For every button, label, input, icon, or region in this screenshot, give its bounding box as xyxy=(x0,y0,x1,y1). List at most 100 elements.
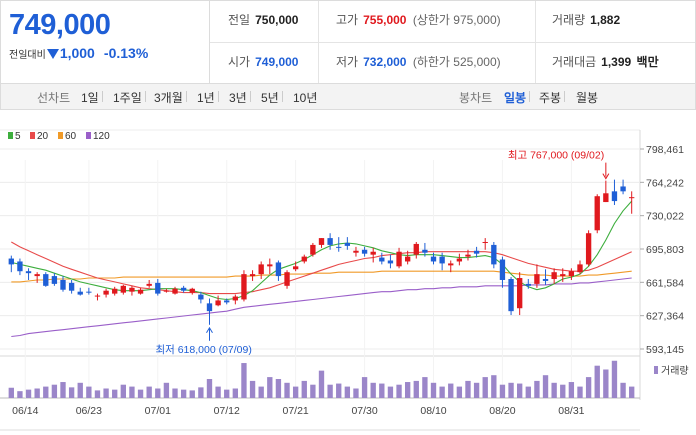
candle-body xyxy=(422,249,428,253)
stock-chart: 5 20 60 120 798,461 764,242 730,022 695,803 661… xyxy=(0,110,696,435)
legend-swatch xyxy=(58,132,63,139)
volume-bar xyxy=(284,382,290,398)
current-price: 749,000 xyxy=(9,9,111,41)
candle-body xyxy=(413,243,419,255)
candle-body xyxy=(51,276,58,284)
y-tick-label: 730,022 xyxy=(646,211,684,223)
tab-weekly[interactable]: 주봉 xyxy=(539,91,566,105)
volume-bar xyxy=(34,388,40,398)
volume-bar xyxy=(491,375,497,398)
candle-body xyxy=(456,258,463,262)
volume-bar xyxy=(275,379,282,398)
legend-swatch xyxy=(30,132,35,139)
volume-bar xyxy=(180,389,187,398)
candle-body xyxy=(267,264,273,267)
high-price: 고가 755,000 (상한가 975,000) xyxy=(336,13,501,27)
period-10y[interactable]: 10년 xyxy=(293,91,318,105)
low-annotation: 최저 618,000 (07/09) xyxy=(155,344,251,356)
legend-label: 60 xyxy=(65,131,77,142)
volume-bar xyxy=(267,377,273,398)
volume-bar xyxy=(525,386,531,398)
candle-body xyxy=(17,261,23,272)
volume-bar xyxy=(551,382,557,398)
candle-body xyxy=(206,303,213,312)
candle-body xyxy=(499,259,506,280)
candle-body xyxy=(585,233,592,265)
candle-body xyxy=(232,296,239,301)
ma20-line xyxy=(11,241,632,295)
change-amount: 1,000 xyxy=(59,45,95,61)
volume-bar xyxy=(577,386,583,398)
candle-body xyxy=(103,290,109,295)
tab-daily[interactable]: 일봉 xyxy=(504,91,531,105)
y-tick-label: 627,364 xyxy=(646,311,684,323)
volume-bar xyxy=(629,386,635,398)
volume-bar xyxy=(68,387,75,398)
candle-body xyxy=(327,238,333,245)
volume-legend-label: 거래량 xyxy=(661,365,689,377)
candle-body xyxy=(336,246,342,248)
candle-body xyxy=(361,249,368,254)
y-tick-label: 695,803 xyxy=(646,244,684,256)
volume-bar xyxy=(482,377,488,398)
period-5y[interactable]: 5년 xyxy=(261,91,283,105)
volume-bar xyxy=(465,380,471,398)
period-3y[interactable]: 3년 xyxy=(229,91,251,105)
candle-body xyxy=(430,256,437,262)
volume-bar xyxy=(585,377,592,398)
volume-bar xyxy=(353,388,359,398)
volume-bar xyxy=(508,382,514,398)
volume-bar xyxy=(86,386,92,398)
low-price: 저가 732,000 (하한가 525,000) xyxy=(336,55,501,69)
period-1d[interactable]: 1일 xyxy=(81,91,103,105)
volume-bar xyxy=(456,386,463,398)
candle-body xyxy=(370,251,376,255)
x-tick-label: 08/31 xyxy=(558,405,584,417)
volume-bar xyxy=(327,384,333,398)
volume-bar xyxy=(206,379,213,398)
candle-body xyxy=(508,279,514,312)
volume-bar xyxy=(163,382,170,398)
volume-bar xyxy=(146,386,152,398)
divider xyxy=(535,1,536,83)
down-triangle-icon xyxy=(46,49,59,59)
candle-body xyxy=(611,191,618,202)
y-tick-label: 593,145 xyxy=(646,344,684,356)
candle-body xyxy=(594,196,600,231)
y-tick-label: 764,242 xyxy=(646,177,684,189)
candle-body xyxy=(8,258,14,265)
period-1w[interactable]: 1주일 xyxy=(113,91,146,105)
legend-label: 120 xyxy=(93,131,110,142)
candle-body xyxy=(551,272,557,280)
candle-body xyxy=(77,291,83,295)
volume-bar xyxy=(422,377,428,398)
candle-body xyxy=(120,285,126,293)
candle-body xyxy=(517,278,523,309)
volume-bar xyxy=(232,388,239,398)
volume-info: 거래량 1,882 xyxy=(552,13,621,27)
candle-body xyxy=(155,282,161,294)
x-tick-label: 07/01 xyxy=(145,405,171,417)
tab-monthly[interactable]: 월봉 xyxy=(576,91,599,105)
candle-body xyxy=(542,279,549,281)
volume-bar xyxy=(189,390,195,398)
x-tick-label: 07/30 xyxy=(351,405,377,417)
divider xyxy=(318,1,319,83)
candle-body xyxy=(603,193,609,203)
change-label: 전일대비 xyxy=(9,50,46,61)
volume-bar xyxy=(224,389,230,398)
candle-body xyxy=(439,256,445,264)
volume-bar xyxy=(361,377,368,398)
legend-label: 5 xyxy=(15,131,21,142)
period-1y[interactable]: 1년 xyxy=(197,91,219,105)
open-price: 시가 749,000 xyxy=(228,55,299,69)
period-3m[interactable]: 3개월 xyxy=(154,91,187,105)
candle-body xyxy=(198,294,204,300)
candle-body xyxy=(25,271,32,274)
candle-body xyxy=(577,264,583,273)
candle-body xyxy=(534,274,540,284)
volume-bar xyxy=(25,389,32,398)
candle-body xyxy=(620,186,626,192)
candle-body xyxy=(249,274,256,277)
low-arrow-head xyxy=(206,326,213,334)
